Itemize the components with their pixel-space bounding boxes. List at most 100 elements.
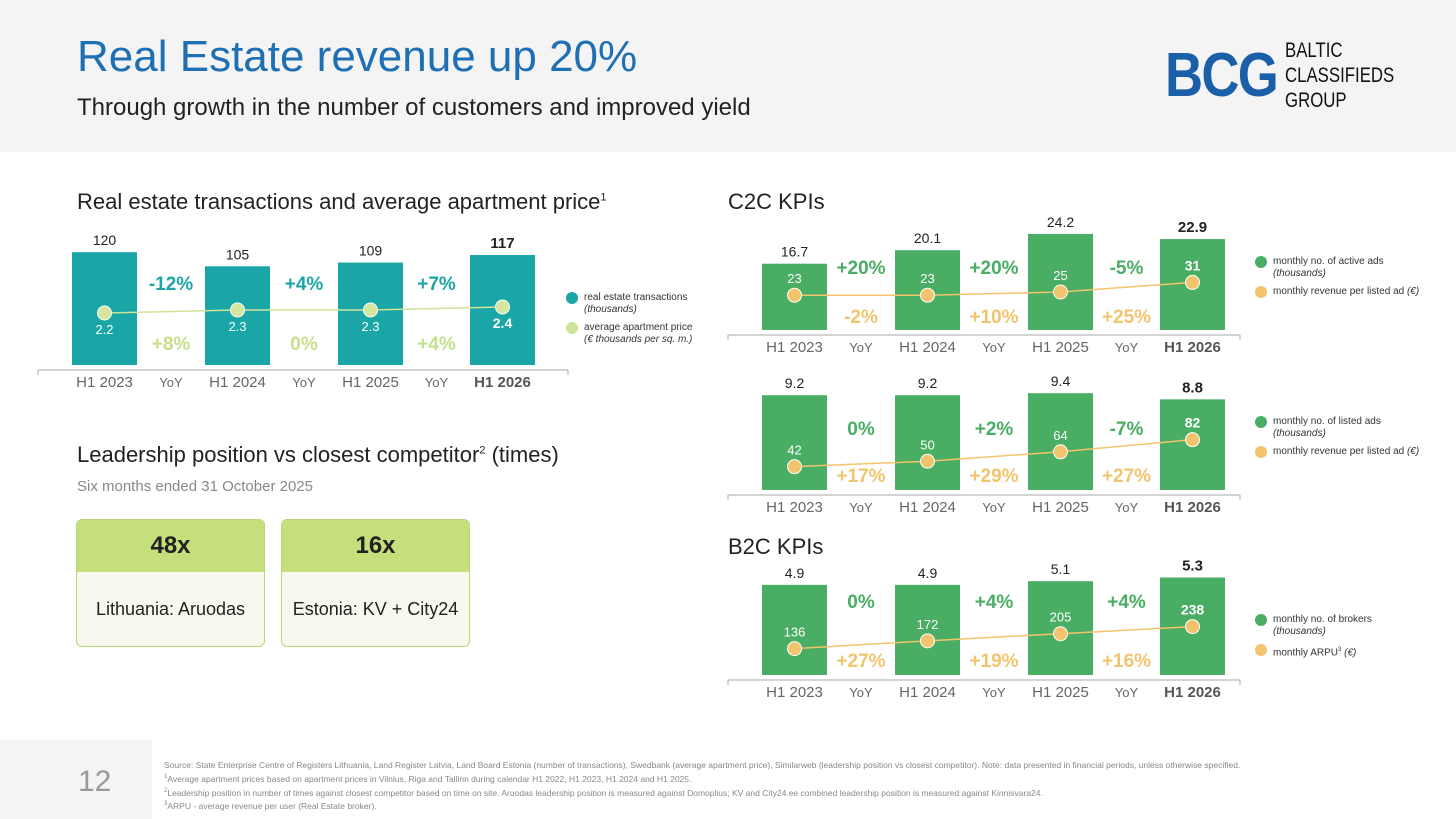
category-label: H1 2025: [1032, 339, 1089, 356]
bar-value-label: 117: [490, 235, 514, 252]
legend-unit: (thousands): [1273, 626, 1326, 637]
bar-value-label: 120: [93, 232, 117, 248]
yoy-line-change: +29%: [969, 466, 1018, 487]
legend-unit: (€ thousands per sq. m.): [584, 334, 693, 345]
category-label: H1 2023: [766, 499, 823, 516]
category-label: YoY: [982, 500, 1006, 515]
legend-dot-icon: [1255, 644, 1267, 656]
line-point: [787, 287, 802, 303]
title-text: Leadership position vs closest competito…: [77, 442, 480, 467]
legend-dot-icon: [566, 322, 578, 334]
line-value-label: 82: [1185, 415, 1201, 431]
line-point: [1185, 432, 1200, 448]
yoy-bar-change: 0%: [847, 592, 875, 613]
yoy-bar-change: 0%: [847, 419, 875, 440]
bar: [1028, 233, 1093, 330]
category-label: YoY: [159, 375, 183, 390]
line-value-label: 42: [787, 443, 801, 458]
card-value: 16x: [282, 520, 469, 572]
category-label: YoY: [1115, 685, 1139, 700]
yoy-bar-change: +4%: [1107, 592, 1146, 613]
category-label: H1 2023: [766, 339, 823, 356]
category-label: YoY: [849, 340, 873, 355]
logo-line: BALTIC: [1285, 39, 1343, 62]
yoy-bar-change: +4%: [285, 274, 324, 295]
category-label: YoY: [982, 340, 1006, 355]
category-label: H1 2026: [474, 374, 531, 391]
category-label: H1 2024: [209, 374, 266, 391]
category-label: YoY: [425, 375, 449, 390]
leadership-subtitle: Six months ended 31 October 2025: [77, 478, 313, 495]
line-value-label: 2.3: [361, 319, 379, 334]
legend-label: average apartment price: [584, 322, 693, 333]
yoy-bar-change: +4%: [975, 592, 1014, 613]
page-subtitle: Through growth in the number of customer…: [77, 94, 751, 121]
category-label: H1 2023: [766, 684, 823, 701]
legend-dot-icon: [1255, 416, 1267, 428]
legend-b2c: monthly no. of brokers (thousands) monthl…: [1255, 614, 1372, 665]
yoy-line-change: +27%: [836, 651, 885, 672]
bar: [1160, 577, 1225, 675]
yoy-line-change: 0%: [290, 334, 318, 355]
leadership-title: Leadership position vs closest competito…: [77, 442, 559, 468]
category-label: YoY: [1115, 500, 1139, 515]
title-text: Real estate transactions and average apa…: [77, 189, 601, 214]
header-band: [0, 0, 1456, 152]
category-label: H1 2024: [899, 684, 956, 701]
category-label: H1 2025: [342, 374, 399, 391]
card-label: Lithuania: Aruodas: [95, 598, 246, 619]
line-point: [787, 459, 802, 475]
line-value-label: 50: [920, 437, 934, 452]
title-suffix: (times): [485, 442, 559, 467]
footnote-ref: 2: [479, 444, 486, 457]
yoy-line-change: -2%: [844, 307, 878, 328]
category-label: YoY: [292, 375, 316, 390]
bcg-logo: BCG BALTIC CLASSIFIEDS GROUP: [1165, 36, 1394, 116]
bar-value-label: 9.2: [785, 375, 805, 391]
line-point: [920, 633, 935, 649]
bar-value-label: 9.2: [918, 375, 938, 391]
bar-value-label: 20.1: [914, 230, 941, 246]
line-value-label: 23: [920, 271, 934, 286]
footnote: Source: State Enterprise Centre of Regis…: [164, 757, 1240, 771]
legend-label: monthly no. of brokers: [1273, 614, 1372, 625]
footer-box: [0, 740, 152, 819]
category-label: H1 2025: [1032, 684, 1089, 701]
legend-unit: (thousands): [1273, 428, 1326, 439]
category-label: YoY: [849, 685, 873, 700]
line-value-label: 172: [917, 617, 939, 632]
leadership-card-estonia: 16x Estonia: KV + City24: [281, 519, 470, 647]
logo-mark: BCG: [1165, 41, 1279, 110]
card-value: 48x: [77, 520, 264, 572]
line-point: [363, 302, 378, 318]
logo-line: GROUP: [1285, 89, 1347, 112]
line-point: [495, 299, 510, 315]
bar-value-label: 22.9: [1178, 219, 1207, 236]
transactions-chart-title: Real estate transactions and average apa…: [77, 189, 607, 215]
yoy-line-change: +16%: [1102, 651, 1151, 672]
bar: [1160, 239, 1225, 330]
line-series: [104, 306, 503, 314]
line-point: [230, 302, 245, 318]
bar-value-label: 4.9: [918, 565, 938, 581]
category-label: H1 2026: [1164, 499, 1221, 516]
c2c-kpis-title: C2C KPIs: [728, 189, 825, 214]
yoy-bar-change: +7%: [417, 274, 456, 295]
bar: [1028, 393, 1093, 490]
category-label: H1 2025: [1032, 499, 1089, 516]
line-value-label: 31: [1185, 257, 1201, 273]
bar: [895, 395, 960, 490]
legend-c2c-listed: monthly no. of listed ads (thousands) mon…: [1255, 416, 1419, 464]
legend-label: monthly revenue per listed ad: [1273, 286, 1405, 297]
yoy-line-change: +4%: [417, 334, 456, 355]
leadership-card-lithuania: 48x Lithuania: Aruodas: [76, 519, 265, 647]
bar: [1028, 581, 1093, 675]
bar-value-label: 5.1: [1051, 561, 1071, 577]
legend-unit: (thousands): [1273, 268, 1326, 279]
bar-value-label: 109: [359, 243, 383, 259]
yoy-line-change: +8%: [152, 334, 191, 355]
category-label: H1 2026: [1164, 684, 1221, 701]
bar-value-label: 4.9: [785, 565, 805, 581]
line-point: [920, 287, 935, 303]
footnote: 1Average apartment prices based on apart…: [164, 773, 692, 784]
